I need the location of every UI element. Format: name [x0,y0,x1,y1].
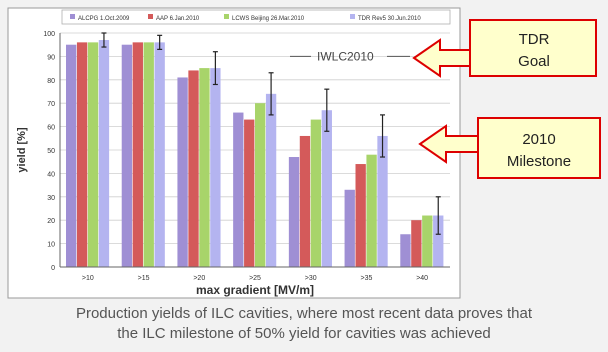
x-tick-label: >15 [138,275,150,282]
bar [299,135,311,267]
y-axis-label: yield [%] [16,127,28,173]
annotation-tdr-goal-box [469,19,597,77]
legend-swatch [70,14,75,19]
x-tick-label: >20 [193,275,205,282]
x-tick-label: >25 [249,275,261,282]
x-tick-label: >30 [305,275,317,282]
figure-caption: Production yields of ILC cavities, where… [0,304,608,352]
reference-line-label: IWLC2010 [317,49,374,63]
caption-line-2: the ILC milestone of 50% yield for cavit… [117,325,491,342]
legend [61,9,451,25]
y-tick-label: 90 [47,54,55,61]
bar [344,189,355,267]
annotation-arrow-tdr-goal [412,38,471,78]
bar [233,112,244,267]
bar [154,42,165,267]
bar [422,215,433,267]
caption-line-1: Production yields of ILC cavities, where… [75,305,533,322]
annotation-tdr-goal-line1: TDR [519,31,550,48]
legend-label: ALCPG 1.Oct.2009 [78,16,130,22]
y-tick-label: 60 [47,125,55,132]
bar [400,234,411,267]
bar [210,68,221,267]
y-tick-label: 20 [47,218,55,225]
x-axis-label: max gradient [MV/m] [196,283,314,297]
bar [255,103,266,267]
bar [265,93,277,267]
y-tick-label: 30 [47,195,55,202]
bars [66,40,444,268]
bar [199,68,210,267]
bar [411,220,422,267]
y-tick-label: 0 [51,265,55,272]
y-tick-label: 80 [47,78,55,85]
bar [177,77,188,268]
bar [87,42,99,267]
legend-swatch [350,14,355,19]
bar [244,119,255,267]
bar [98,40,110,267]
bar [66,44,77,268]
annotation-arrow-milestone [418,124,479,164]
y-tick-label: 40 [47,171,55,178]
annotation-tdr-goal-line2: Goal [518,53,550,70]
bar [321,110,332,267]
legend-items: ALCPG 1.Oct.2009 AAP 6.Jan.2010 LCWS Beiji… [70,14,421,22]
x-tick-label: >35 [360,275,372,282]
annotation-milestone-line2: Milestone [507,153,571,170]
bar [310,119,322,267]
legend-swatch [148,14,153,19]
bar [366,154,377,267]
bar [143,42,154,267]
bar [288,157,300,267]
bar [377,135,388,267]
x-tick-label: >10 [82,275,94,282]
y-tick-label: 50 [47,148,55,155]
annotation-milestone-line1: 2010 [522,131,555,148]
bar [188,70,199,267]
y-tick-label: 10 [47,242,55,249]
bar [355,164,366,267]
x-tick-labels: >10 >15 >20 >25 >30 >35 >40 [82,275,428,282]
y-tick-label: 70 [47,101,55,108]
legend-label: TDR Rev5 30.Jun.2010 [358,16,421,22]
bar [76,42,88,267]
legend-label: LCWS Beijing 26.Mar.2010 [232,16,305,22]
bar [121,44,133,268]
legend-label: AAP 6.Jan.2010 [156,16,200,22]
y-tick-label: 100 [43,31,55,38]
bar [433,215,444,267]
bar [132,42,143,267]
x-tick-label: >40 [416,275,428,282]
legend-swatch [224,14,229,19]
error-bars [101,32,441,235]
y-tick-labels: 0 10 20 30 40 50 60 70 80 90 100 [43,31,55,272]
